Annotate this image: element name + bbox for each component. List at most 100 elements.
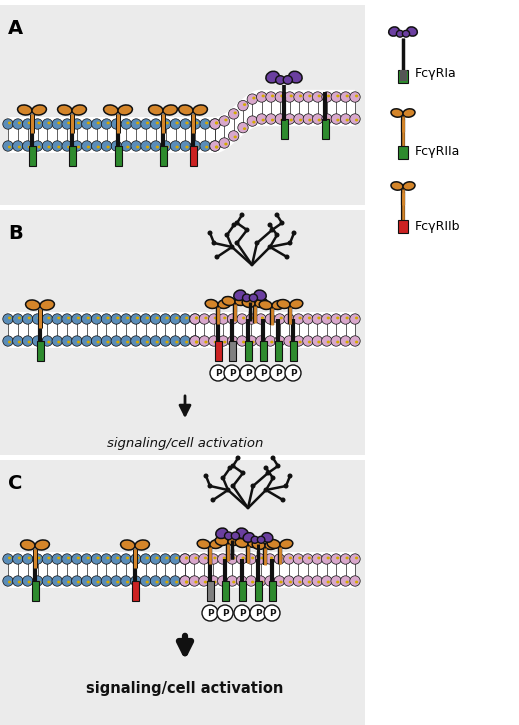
Circle shape — [321, 576, 332, 587]
Circle shape — [121, 576, 131, 587]
Circle shape — [225, 487, 230, 492]
Ellipse shape — [195, 557, 198, 559]
Circle shape — [251, 484, 255, 489]
Circle shape — [32, 336, 43, 347]
Text: FcγRIIb: FcγRIIb — [415, 220, 460, 233]
Ellipse shape — [280, 539, 293, 549]
Circle shape — [247, 94, 257, 104]
Ellipse shape — [77, 557, 80, 559]
Ellipse shape — [317, 317, 320, 319]
Ellipse shape — [156, 557, 159, 559]
Circle shape — [210, 141, 220, 152]
Ellipse shape — [175, 122, 179, 124]
Circle shape — [256, 336, 266, 347]
Circle shape — [42, 119, 52, 129]
Circle shape — [151, 576, 161, 587]
Circle shape — [141, 336, 151, 347]
Ellipse shape — [185, 581, 188, 584]
Circle shape — [269, 228, 275, 233]
Ellipse shape — [389, 27, 399, 36]
Text: signaling/cell activation: signaling/cell activation — [107, 437, 263, 450]
Circle shape — [246, 554, 256, 564]
Ellipse shape — [136, 122, 139, 124]
Ellipse shape — [116, 557, 119, 559]
Circle shape — [294, 92, 304, 102]
Circle shape — [208, 554, 218, 564]
Circle shape — [255, 576, 266, 587]
Bar — [214, 341, 222, 361]
Ellipse shape — [215, 122, 218, 124]
Ellipse shape — [298, 557, 302, 559]
Circle shape — [190, 336, 200, 347]
Ellipse shape — [225, 532, 233, 539]
Ellipse shape — [223, 341, 226, 344]
Circle shape — [72, 314, 82, 324]
Ellipse shape — [57, 317, 60, 319]
Ellipse shape — [216, 528, 228, 539]
Ellipse shape — [118, 105, 132, 115]
Ellipse shape — [403, 182, 415, 190]
Ellipse shape — [355, 341, 358, 344]
Ellipse shape — [35, 540, 49, 550]
Circle shape — [91, 141, 102, 152]
Circle shape — [264, 605, 280, 621]
Circle shape — [247, 336, 257, 347]
Circle shape — [321, 554, 332, 564]
Ellipse shape — [106, 581, 110, 584]
Text: P: P — [215, 369, 221, 378]
Circle shape — [22, 119, 33, 129]
Ellipse shape — [228, 536, 241, 545]
Ellipse shape — [18, 557, 21, 559]
Circle shape — [331, 92, 342, 102]
Ellipse shape — [126, 146, 129, 149]
Circle shape — [121, 141, 131, 152]
Bar — [290, 341, 296, 361]
Circle shape — [42, 314, 52, 324]
Circle shape — [274, 576, 284, 587]
Text: P: P — [255, 609, 261, 618]
Circle shape — [293, 314, 304, 324]
Ellipse shape — [280, 317, 283, 319]
Circle shape — [190, 336, 200, 347]
Circle shape — [331, 576, 342, 587]
Ellipse shape — [120, 540, 135, 550]
Circle shape — [237, 314, 247, 324]
Circle shape — [42, 576, 52, 587]
Ellipse shape — [175, 317, 179, 319]
Circle shape — [237, 336, 247, 347]
Circle shape — [250, 605, 266, 621]
Ellipse shape — [204, 557, 207, 559]
Ellipse shape — [8, 122, 11, 124]
Circle shape — [322, 336, 332, 347]
Circle shape — [275, 314, 285, 324]
Polygon shape — [8, 117, 215, 153]
Ellipse shape — [28, 557, 31, 559]
Circle shape — [322, 314, 332, 324]
Ellipse shape — [18, 122, 21, 124]
Ellipse shape — [136, 146, 139, 149]
Circle shape — [284, 254, 290, 260]
Circle shape — [303, 114, 313, 124]
Ellipse shape — [28, 122, 31, 124]
Circle shape — [235, 241, 239, 246]
Ellipse shape — [18, 105, 32, 115]
Circle shape — [180, 554, 190, 564]
Circle shape — [256, 114, 267, 124]
Ellipse shape — [67, 341, 70, 344]
Ellipse shape — [249, 294, 257, 302]
Ellipse shape — [271, 95, 274, 97]
Circle shape — [91, 119, 102, 129]
Circle shape — [81, 554, 92, 564]
Ellipse shape — [355, 581, 358, 584]
Ellipse shape — [346, 341, 349, 344]
Circle shape — [340, 336, 351, 347]
Circle shape — [229, 244, 235, 249]
Ellipse shape — [308, 95, 311, 97]
Ellipse shape — [234, 136, 237, 138]
Ellipse shape — [261, 317, 264, 319]
Ellipse shape — [234, 290, 246, 301]
Circle shape — [288, 241, 293, 246]
Bar — [32, 581, 38, 601]
Circle shape — [62, 576, 72, 587]
Circle shape — [151, 554, 161, 564]
